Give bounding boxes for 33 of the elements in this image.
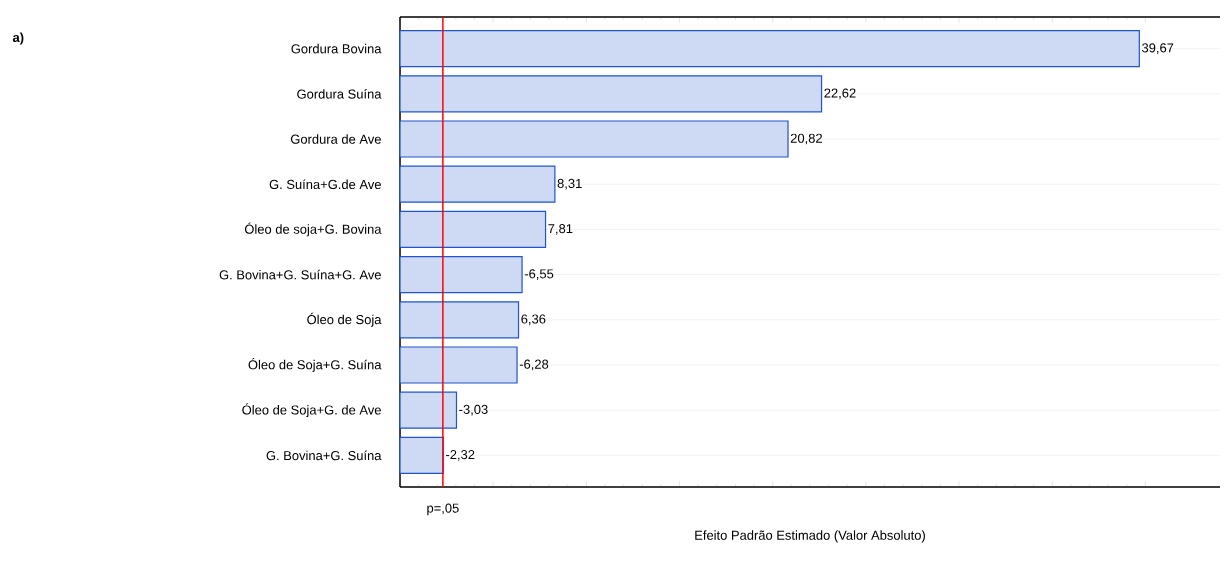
annotation: -6,55 [524, 269, 554, 280]
bar [399, 30, 1140, 68]
bar [399, 255, 523, 294]
y-tick-label: Óleo de Soja [307, 312, 382, 327]
annotation: -2,32 [446, 450, 475, 461]
bar [399, 436, 444, 474]
data-label: 8,31 [557, 178, 582, 190]
y-tick-label: G. Bovina+G. Suína [266, 450, 382, 461]
y-tick-label: Óleo de Soja+G. de Ave [242, 403, 381, 418]
annotation: -6,28 [519, 359, 549, 371]
bar [399, 210, 547, 248]
y-tick-label: G. Bovina+G. Suína+G. Ave [219, 269, 381, 280]
data-label: 6,36 [521, 314, 546, 326]
text: a) [12, 32, 24, 45]
y-tick-label: Gordura de Ave [290, 134, 381, 144]
bar [399, 346, 518, 384]
bar [399, 391, 458, 429]
bar [399, 301, 520, 339]
y-tick-label: G. Suína+G.de Ave [269, 179, 381, 190]
annotation: -3,03 [459, 404, 488, 416]
data-label: 39,67 [1142, 43, 1174, 54]
bar [399, 75, 823, 113]
y-tick-label: Óleo de Soja+G. Suína [248, 358, 382, 372]
x-axis-title: Efeito Padrão Estimado (Valor Absoluto) [695, 530, 925, 543]
ref-line-label: p=,05 [427, 503, 459, 516]
data-label: 20,82 [790, 133, 822, 145]
bar [399, 120, 789, 158]
y-tick-label: Gordura Bovina [291, 43, 382, 54]
data-label: 22,62 [824, 88, 856, 100]
y-tick-label: Óleo de soja+G. Bovina [244, 222, 382, 237]
data-label: 7,81 [548, 224, 573, 235]
y-tick-label: Gordura Suína [297, 88, 382, 99]
bar [399, 165, 556, 203]
